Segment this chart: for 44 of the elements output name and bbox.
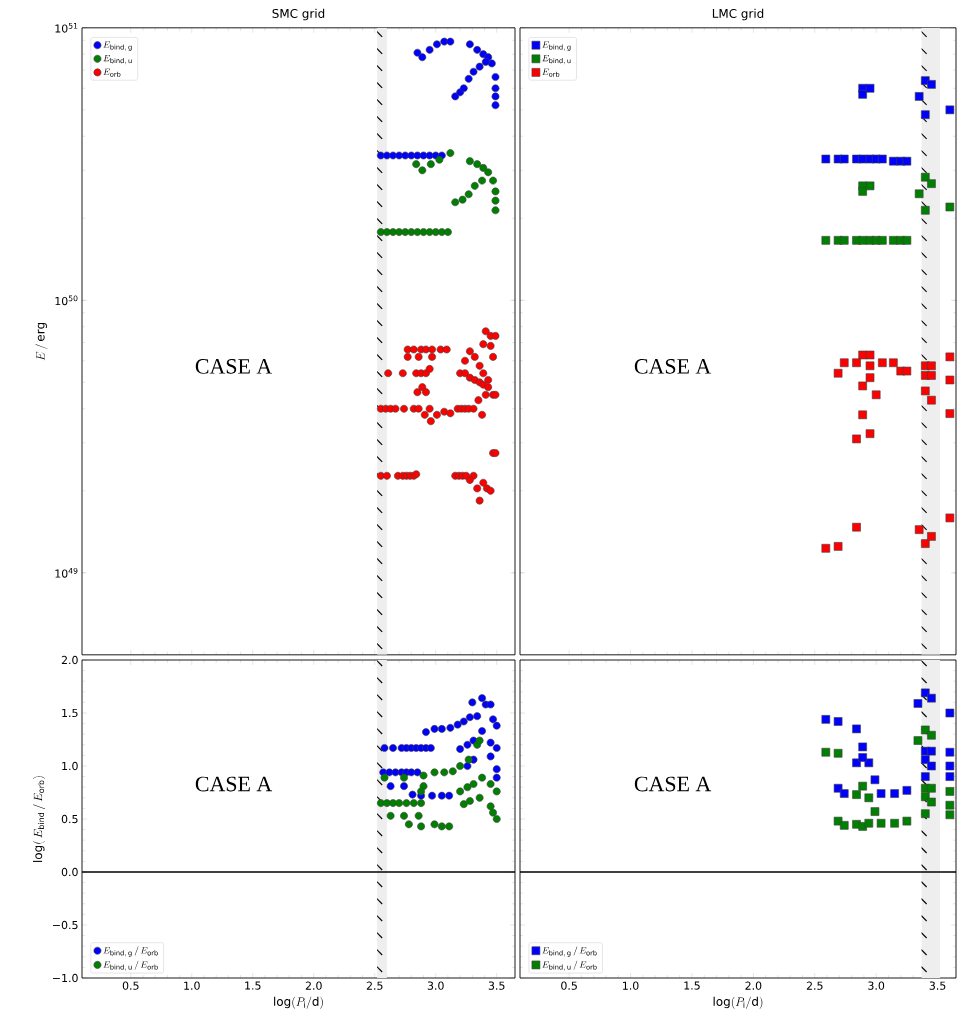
legend-label: $E_{\mathrm{bind,\,u}}$ <box>542 55 571 65</box>
x-tick-label: 1.5 <box>684 981 700 990</box>
annotation: CASE A <box>634 359 712 374</box>
annotation: CASE A <box>195 359 273 374</box>
x-tick-label: 3.0 <box>427 981 444 990</box>
x-tick-label: 0.5 <box>122 981 139 990</box>
y-tick-label: 0.0 <box>61 867 78 877</box>
y-tick-label: 10$^{50}$ <box>55 295 78 306</box>
x-tick-label: 3.5 <box>488 981 505 990</box>
annotation: CASE A <box>195 776 273 792</box>
legend-label: $E_{\mathrm{bind,\,u}}\,/\,E_{\mathrm{orb}}$ <box>542 960 597 971</box>
y-axis-title: $\log(\,E_{\mathrm{bind}}\,/\,E_{\mathrm{orb}})$ <box>32 776 46 862</box>
x-tick-label: 2.0 <box>745 981 762 990</box>
legend-label: $E_{\mathrm{orb}}$ <box>542 68 560 77</box>
x-tick-label: 2.5 <box>366 981 383 990</box>
legend-label: $E_{\mathrm{bind,\,g}}$ <box>542 41 571 51</box>
legend-label: $E_{\mathrm{bind,\,u}}\,/\,E_{\mathrm{orb}}$ <box>103 960 158 971</box>
legend-label: $E_{\mathrm{bind,\,g}}\,/\,E_{\mathrm{orb}}$ <box>103 946 158 957</box>
x-tick-label: 2.5 <box>806 981 823 990</box>
x-axis-title: $\log(P_{\mathrm{i}}/\mathrm{d})$ <box>274 996 323 1009</box>
chart-title: LMC grid <box>712 8 764 21</box>
chart-title: SMC grid <box>272 8 325 21</box>
x-tick-label: 1.0 <box>623 981 639 990</box>
x-tick-label: 0.5 <box>561 981 577 990</box>
x-tick-label: 2.0 <box>305 981 322 990</box>
legend-label: $E_{\mathrm{orb}}$ <box>103 68 121 77</box>
x-tick-label: 1.5 <box>245 981 261 990</box>
legend-label: $E_{\mathrm{bind,\,g}}$ <box>103 41 132 51</box>
y-tick-label: −0.5 <box>53 920 78 930</box>
x-tick-label: 1.0 <box>184 981 200 990</box>
y-tick-label: 1.5 <box>62 708 78 718</box>
annotation: CASE A <box>634 776 712 792</box>
x-axis-title: $\log(P_{\mathrm{i}}/\mathrm{d})$ <box>713 996 763 1009</box>
y-tick-label: 10$^{49}$ <box>55 567 78 578</box>
y-tick-label: 10$^{51}$ <box>55 22 78 33</box>
y-axis-title: $E\,/\,\mathrm{erg}$ <box>35 322 48 361</box>
x-tick-label: 3.0 <box>868 981 885 990</box>
y-tick-label: 1.0 <box>62 761 78 771</box>
y-tick-label: 0.5 <box>61 814 78 824</box>
legend-label: $E_{\mathrm{bind,\,g}}\,/\,E_{\mathrm{orb}}$ <box>542 946 597 957</box>
y-tick-label: 2.0 <box>61 655 78 665</box>
legend-label: $E_{\mathrm{bind,\,u}}$ <box>103 55 132 65</box>
x-tick-label: 3.5 <box>929 981 946 990</box>
y-tick-label: −1.0 <box>53 973 78 983</box>
